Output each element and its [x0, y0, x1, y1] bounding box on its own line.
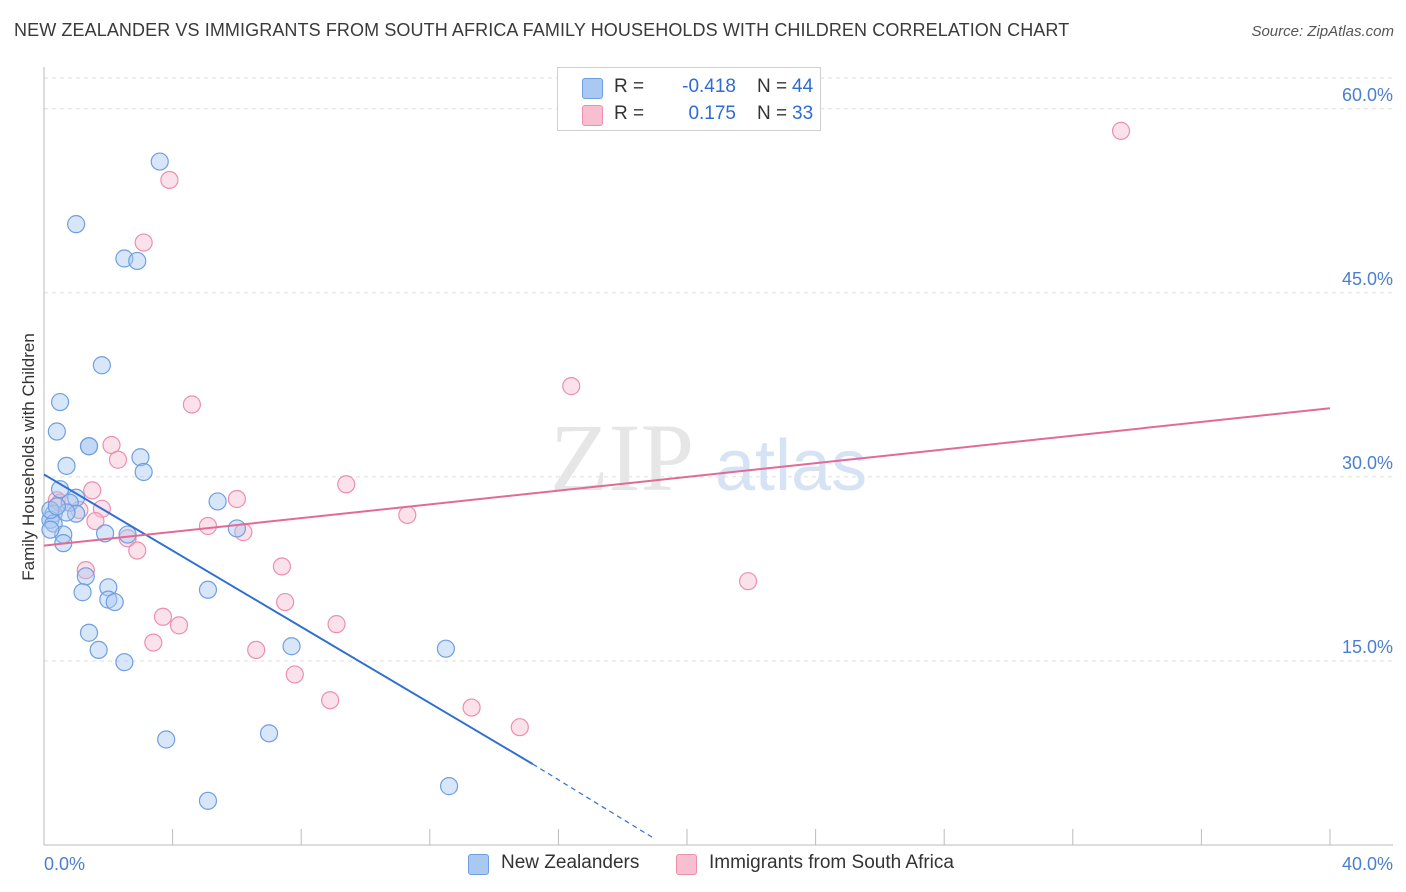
new-zealander-point-11 [57, 456, 76, 475]
new-zealander-point-10 [134, 462, 153, 482]
new-zealander-point-1 [67, 215, 86, 234]
pink-swatch [676, 854, 697, 875]
y-tick-labels: 15.0% 30.0% 45.0% 60.0% [1342, 85, 1393, 657]
gridlines [44, 77, 1393, 662]
south-africa-point-4 [182, 395, 201, 414]
south-africa-point-21 [276, 592, 295, 612]
chart-title: NEW ZEALANDER VS IMMIGRANTS FROM SOUTH A… [14, 20, 1070, 40]
new-zealander-point-23 [95, 524, 115, 543]
new-zealander-point-34 [282, 637, 301, 656]
new-zealander-point-26 [76, 567, 95, 586]
r-label: R = [614, 76, 645, 97]
blue-swatch [582, 78, 603, 99]
new-zealander-point-20 [208, 492, 227, 511]
new-zealander-point-24 [118, 525, 137, 544]
new-zealander-point-32 [79, 623, 99, 642]
new-zealander-point-37 [157, 730, 176, 749]
new-zealander-point-0 [150, 152, 169, 171]
south-africa-point-22 [153, 607, 173, 626]
south-africa-point-23 [169, 616, 189, 635]
r-label: R = [614, 103, 645, 124]
south-africa-point-19 [272, 557, 292, 576]
trendlines [43, 407, 1331, 840]
south-africa-point-26 [247, 640, 266, 660]
trendline-immigrants-south-africa [43, 407, 1331, 547]
south-africa-point-20 [738, 572, 758, 591]
source-credit: Source: ZipAtlas.com [1251, 23, 1394, 40]
legend-label: Immigrants from South Africa [709, 852, 954, 873]
new-zealander-point-31 [105, 592, 124, 612]
new-zealander-point-4 [92, 356, 111, 375]
x-tick-label-min: 0.0% [44, 854, 85, 874]
new-zealander-point-42 [47, 497, 66, 516]
legend-label: New Zealanders [501, 852, 640, 873]
south-africa-point-18 [76, 561, 95, 580]
new-zealander-point-9 [131, 448, 150, 467]
y-tick-label-1: 30.0% [1342, 453, 1393, 473]
y-tick-label-0: 15.0% [1342, 637, 1393, 657]
n-value: 33 [792, 103, 814, 124]
new-zealander-point-33 [89, 640, 108, 660]
south-africa-point-14 [198, 516, 218, 536]
r-value: 0.175 [688, 103, 736, 124]
x-tick-labels: 0.0% 40.0% [44, 854, 1393, 874]
new-zealander-point-43 [41, 520, 60, 539]
south-africa-point-7 [337, 475, 356, 494]
new-zealander-point-29 [198, 580, 218, 599]
south-africa-point-8 [83, 481, 102, 500]
y-tick-label-2: 45.0% [1342, 269, 1393, 289]
trendline-new-zealanders-extension [532, 763, 656, 840]
n-value: 44 [792, 76, 814, 97]
new-zealander-point-6 [47, 422, 66, 441]
south-africa-point-0 [1111, 121, 1131, 140]
new-zealander-point-5 [50, 392, 70, 412]
y-tick-label-3: 60.0% [1342, 85, 1393, 105]
south-africa-point-28 [321, 691, 340, 710]
south-africa-point-29 [462, 698, 481, 717]
new-zealander-point-39 [439, 777, 459, 796]
south-africa-point-12 [398, 505, 417, 525]
axes [43, 67, 1393, 846]
watermark: ZIP atlas [550, 404, 867, 511]
y-axis-label: Family Households with Children [19, 333, 38, 581]
new-zealander-point-3 [128, 251, 147, 271]
bottom-legend: New Zealanders Immigrants from South Afr… [0, 852, 1406, 878]
x-tick-label-max: 40.0% [1342, 854, 1393, 874]
watermark-zip: ZIP [550, 404, 694, 511]
south-africa-point-17 [128, 541, 147, 560]
new-zealander-point-40 [198, 791, 218, 810]
r-value: -0.418 [682, 76, 736, 97]
south-africa-point-1 [160, 170, 179, 190]
new-zealander-point-16 [67, 504, 86, 523]
new-zealander-point-21 [227, 519, 246, 538]
south-africa-point-13 [86, 511, 105, 531]
new-zealander-point-36 [436, 639, 455, 658]
south-africa-point-30 [510, 718, 529, 737]
new-zealander-point-38 [259, 724, 279, 743]
south-africa-point-6 [108, 450, 128, 469]
new-zealander-point-28 [73, 583, 92, 602]
blue-swatch [468, 854, 489, 875]
trendline-new-zealanders [43, 473, 534, 765]
stats-legend: R = -0.418 N = 44 R = 0.175 N = 33 [557, 67, 821, 131]
n-label: N = [757, 103, 788, 124]
new-zealander-point-35 [115, 653, 134, 672]
pink-swatch [582, 105, 603, 126]
n-label: N = [757, 76, 788, 97]
south-africa-point-25 [144, 633, 163, 652]
south-africa-point-27 [285, 665, 304, 684]
south-africa-point-9 [227, 489, 246, 509]
new-zealander-point-8 [79, 437, 99, 456]
south-africa-point-3 [562, 377, 581, 396]
south-africa-point-2 [134, 233, 153, 252]
series-new-zealanders [41, 152, 459, 810]
south-africa-point-24 [327, 615, 346, 634]
